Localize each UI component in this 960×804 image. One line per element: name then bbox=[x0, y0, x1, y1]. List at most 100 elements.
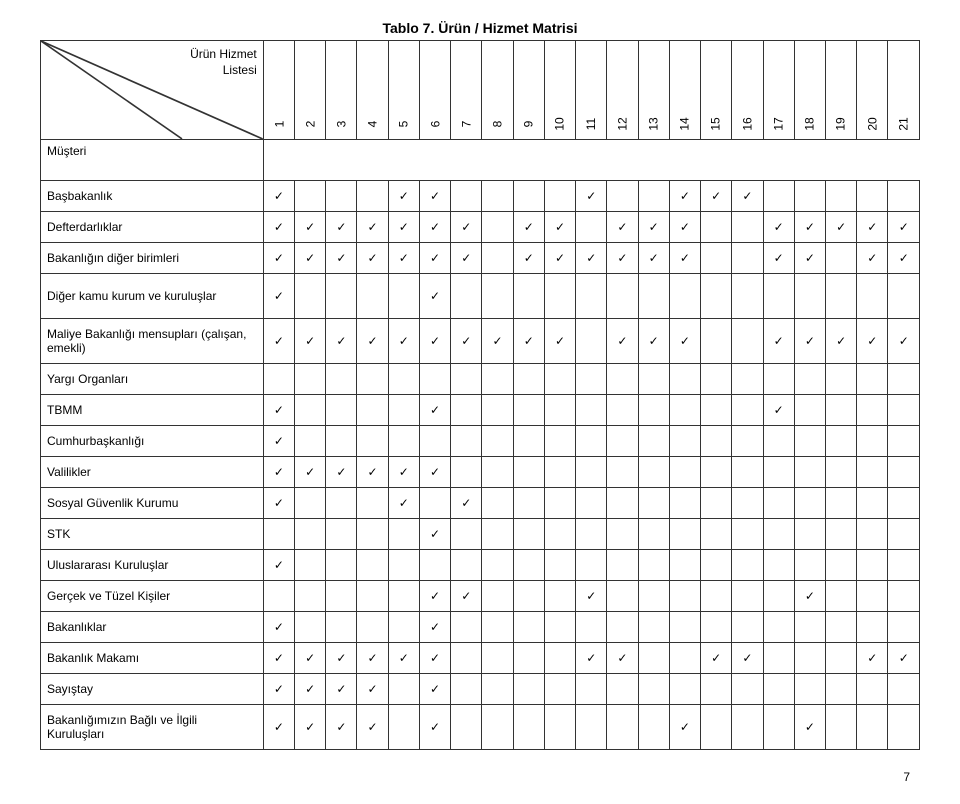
matrix-cell bbox=[763, 457, 794, 488]
matrix-cell bbox=[482, 643, 513, 674]
matrix-cell: ✓ bbox=[638, 243, 669, 274]
matrix-cell bbox=[857, 550, 888, 581]
matrix-cell bbox=[825, 612, 856, 643]
matrix-cell bbox=[513, 674, 544, 705]
matrix-cell bbox=[701, 212, 732, 243]
column-header-3: 3 bbox=[326, 41, 357, 140]
matrix-cell bbox=[576, 488, 607, 519]
matrix-cell: ✓ bbox=[263, 643, 294, 674]
matrix-cell: ✓ bbox=[732, 181, 763, 212]
matrix-cell bbox=[638, 643, 669, 674]
row-label: Yargı Organları bbox=[41, 364, 264, 395]
matrix-cell bbox=[357, 274, 388, 319]
matrix-cell bbox=[607, 274, 638, 319]
matrix-cell: ✓ bbox=[857, 243, 888, 274]
matrix-cell bbox=[544, 581, 575, 612]
matrix-cell bbox=[295, 426, 326, 457]
matrix-cell bbox=[888, 274, 920, 319]
matrix-cell bbox=[357, 395, 388, 426]
matrix-cell bbox=[513, 274, 544, 319]
matrix-cell bbox=[607, 612, 638, 643]
matrix-cell: ✓ bbox=[326, 212, 357, 243]
matrix-cell bbox=[451, 457, 482, 488]
matrix-cell: ✓ bbox=[295, 457, 326, 488]
table-row: Maliye Bakanlığı mensupları (çalışan, em… bbox=[41, 319, 920, 364]
matrix-cell: ✓ bbox=[451, 581, 482, 612]
matrix-cell bbox=[451, 674, 482, 705]
matrix-cell bbox=[794, 488, 825, 519]
matrix-cell bbox=[544, 181, 575, 212]
matrix-cell bbox=[544, 705, 575, 750]
column-header-4: 4 bbox=[357, 41, 388, 140]
matrix-cell: ✓ bbox=[388, 643, 419, 674]
matrix-cell: ✓ bbox=[763, 319, 794, 364]
matrix-cell: ✓ bbox=[732, 643, 763, 674]
corner-label-line2: Listesi bbox=[223, 63, 257, 77]
matrix-cell bbox=[825, 488, 856, 519]
matrix-cell bbox=[451, 274, 482, 319]
matrix-cell: ✓ bbox=[607, 643, 638, 674]
matrix-cell bbox=[544, 457, 575, 488]
table-row: Diğer kamu kurum ve kuruluşlar✓✓ bbox=[41, 274, 920, 319]
matrix-cell bbox=[607, 426, 638, 457]
matrix-cell: ✓ bbox=[794, 212, 825, 243]
matrix-cell bbox=[732, 581, 763, 612]
matrix-cell: ✓ bbox=[419, 457, 450, 488]
matrix-cell: ✓ bbox=[419, 581, 450, 612]
matrix-cell bbox=[825, 705, 856, 750]
matrix-cell: ✓ bbox=[451, 319, 482, 364]
matrix-cell: ✓ bbox=[825, 212, 856, 243]
matrix-cell: ✓ bbox=[607, 319, 638, 364]
matrix-cell bbox=[607, 519, 638, 550]
matrix-cell bbox=[451, 519, 482, 550]
column-header-6: 6 bbox=[419, 41, 450, 140]
matrix-cell bbox=[794, 274, 825, 319]
matrix-cell: ✓ bbox=[357, 705, 388, 750]
row-label: TBMM bbox=[41, 395, 264, 426]
matrix-cell bbox=[451, 643, 482, 674]
table-row: Bakanlığın diğer birimleri✓✓✓✓✓✓✓✓✓✓✓✓✓✓… bbox=[41, 243, 920, 274]
matrix-cell bbox=[794, 426, 825, 457]
matrix-cell: ✓ bbox=[419, 274, 450, 319]
matrix-cell bbox=[857, 705, 888, 750]
matrix-cell bbox=[326, 612, 357, 643]
matrix-cell bbox=[857, 674, 888, 705]
row-label: Uluslararası Kuruluşlar bbox=[41, 550, 264, 581]
matrix-cell bbox=[388, 519, 419, 550]
row-label: Sosyal Güvenlik Kurumu bbox=[41, 488, 264, 519]
matrix-cell: ✓ bbox=[419, 319, 450, 364]
row-label: Maliye Bakanlığı mensupları (çalışan, em… bbox=[41, 319, 264, 364]
matrix-cell bbox=[857, 364, 888, 395]
matrix-cell bbox=[357, 181, 388, 212]
table-row: Uluslararası Kuruluşlar✓ bbox=[41, 550, 920, 581]
matrix-cell: ✓ bbox=[263, 243, 294, 274]
matrix-cell bbox=[295, 488, 326, 519]
matrix-cell bbox=[482, 519, 513, 550]
matrix-cell bbox=[732, 212, 763, 243]
matrix-cell bbox=[451, 181, 482, 212]
matrix-cell bbox=[825, 550, 856, 581]
matrix-cell bbox=[326, 181, 357, 212]
matrix-cell: ✓ bbox=[357, 457, 388, 488]
matrix-cell bbox=[857, 426, 888, 457]
matrix-cell bbox=[419, 426, 450, 457]
column-header-1: 1 bbox=[263, 41, 294, 140]
matrix-cell: ✓ bbox=[295, 705, 326, 750]
matrix-cell bbox=[388, 395, 419, 426]
matrix-cell: ✓ bbox=[419, 181, 450, 212]
matrix-cell bbox=[825, 674, 856, 705]
table-title: Tablo 7. Ürün / Hizmet Matrisi bbox=[40, 20, 920, 36]
matrix-cell bbox=[388, 612, 419, 643]
matrix-cell bbox=[326, 488, 357, 519]
matrix-cell bbox=[576, 519, 607, 550]
matrix-cell bbox=[888, 488, 920, 519]
matrix-cell bbox=[763, 612, 794, 643]
matrix-cell bbox=[419, 488, 450, 519]
matrix-cell: ✓ bbox=[451, 243, 482, 274]
matrix-cell bbox=[857, 612, 888, 643]
matrix-cell: ✓ bbox=[357, 674, 388, 705]
matrix-cell bbox=[857, 457, 888, 488]
matrix-cell bbox=[701, 426, 732, 457]
matrix-cell bbox=[794, 519, 825, 550]
corner-label-line1: Ürün Hizmet bbox=[190, 47, 257, 61]
